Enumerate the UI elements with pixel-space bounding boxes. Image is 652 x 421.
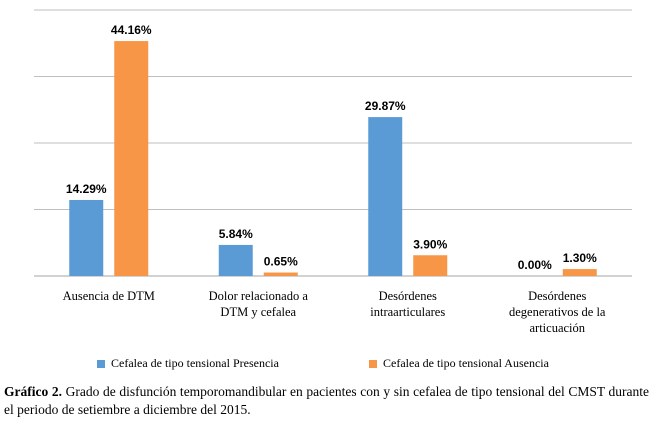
category-label-2: Desórdenes intraarticulares <box>370 289 445 319</box>
data-label-2-0: 29.87% <box>365 99 406 113</box>
legend-item-ausencia: Cefalea de tipo tensional Ausencia <box>369 356 549 371</box>
bar-0-1 <box>114 41 149 276</box>
legend-label-presencia: Cefalea de tipo tensional Presencia <box>111 356 279 370</box>
data-label-1-1: 0.65% <box>264 255 298 269</box>
data-label-0-0: 14.29% <box>66 182 107 196</box>
bars <box>69 41 597 276</box>
bar-0-0 <box>69 199 104 276</box>
data-label-3-1: 1.30% <box>563 251 597 265</box>
bar-3-1 <box>562 269 597 276</box>
category-label-1: Dolor relacionado a DTM y cefalea <box>209 289 309 319</box>
category-label-3: Desórdenes degenerativos de la articuación <box>509 289 606 335</box>
category-label-0: Ausencia de DTM <box>63 289 155 303</box>
data-label-1-0: 5.84% <box>219 227 253 241</box>
data-labels: 14.29% 44.16% 5.84% 0.65% 29.87% 3.90% 0.00% 1.… <box>66 23 597 272</box>
caption-label: Gráfico 2. <box>4 384 62 399</box>
legend: Cefalea de tipo tensional Presencia Cefa… <box>0 356 652 376</box>
bar-chart: 14.29% 44.16% 5.84% 0.65% 29.87% 3.90% 0.00% 1.… <box>34 9 632 335</box>
bar-2-1 <box>413 255 448 276</box>
figure-caption: Gráfico 2. Grado de disfunción temporoma… <box>4 383 649 419</box>
bar-2-0 <box>368 117 403 276</box>
caption-text: Grado de disfunción temporomandibular en… <box>4 384 649 417</box>
legend-label-ausencia: Cefalea de tipo tensional Ausencia <box>383 356 549 370</box>
data-label-0-1: 44.16% <box>111 23 152 37</box>
legend-item-presencia: Cefalea de tipo tensional Presencia <box>97 356 279 371</box>
legend-swatch-presencia <box>97 359 105 368</box>
category-labels: Ausencia de DTM Dolor relacionado a DTM y … <box>63 289 606 335</box>
bar-1-1 <box>263 272 298 276</box>
data-label-3-0: 0.00% <box>518 258 552 272</box>
bar-1-0 <box>218 244 253 276</box>
data-label-2-1: 3.90% <box>413 237 447 251</box>
legend-swatch-ausencia <box>369 359 377 368</box>
